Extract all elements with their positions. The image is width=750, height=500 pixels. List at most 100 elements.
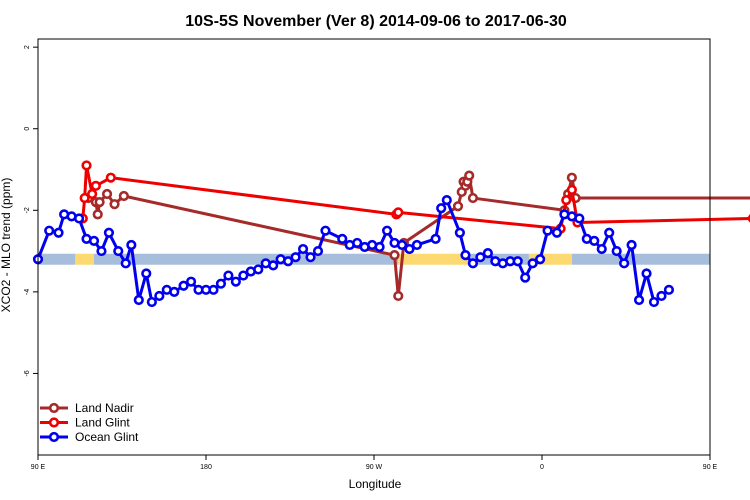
data-point bbox=[520, 272, 531, 283]
data-point bbox=[297, 243, 309, 255]
data-point bbox=[320, 225, 331, 236]
data-point bbox=[542, 225, 553, 236]
data-point bbox=[393, 290, 404, 302]
data-point bbox=[337, 233, 348, 244]
data-point bbox=[113, 245, 124, 257]
legend-item-land-nadir: Land Nadir bbox=[40, 401, 134, 415]
x-tick-label: 90 W bbox=[366, 464, 383, 471]
series-segment bbox=[398, 210, 561, 231]
data-point bbox=[411, 239, 423, 251]
data-point bbox=[393, 207, 404, 218]
data-point bbox=[268, 260, 279, 271]
data-point bbox=[73, 213, 85, 224]
data-point bbox=[596, 243, 607, 255]
series-layer bbox=[32, 160, 750, 308]
data-point bbox=[283, 256, 294, 267]
data-point bbox=[109, 199, 120, 210]
data-point bbox=[467, 192, 479, 204]
chart-title: 10S-5S November (Ver 8) 2014-09-06 to 20… bbox=[185, 13, 567, 30]
data-point bbox=[527, 258, 538, 269]
data-point bbox=[230, 276, 241, 287]
data-point bbox=[169, 286, 180, 297]
data-point bbox=[604, 227, 615, 238]
x-axis-label: Longitude bbox=[349, 477, 402, 491]
data-point bbox=[105, 172, 116, 183]
y-tick-label: 2 bbox=[24, 45, 31, 49]
data-point bbox=[454, 227, 465, 238]
data-point bbox=[436, 203, 447, 214]
legend-marker bbox=[48, 402, 60, 414]
data-point bbox=[467, 258, 479, 269]
series-segment bbox=[110, 176, 397, 216]
data-point bbox=[396, 239, 408, 251]
legend-item-ocean-glint: Ocean Glint bbox=[40, 430, 139, 444]
data-point bbox=[290, 252, 301, 263]
data-point bbox=[118, 190, 129, 202]
series-land-nadir bbox=[83, 170, 750, 302]
x-tick-label: 90 E bbox=[31, 464, 46, 471]
surface-segment-ocean bbox=[38, 253, 76, 265]
data-point bbox=[374, 241, 385, 253]
y-axis-label: XCO2 - MLO trend (ppm) bbox=[0, 178, 13, 313]
y-tick-label: 0 bbox=[24, 127, 31, 131]
y-tick-label: -4 bbox=[24, 289, 31, 295]
legend-marker bbox=[48, 417, 60, 428]
series-segment bbox=[396, 242, 406, 297]
data-point bbox=[561, 194, 572, 206]
data-point bbox=[663, 284, 675, 295]
data-point bbox=[94, 197, 105, 208]
data-point bbox=[90, 180, 101, 191]
data-point bbox=[312, 245, 324, 257]
surface-segment-land bbox=[528, 253, 572, 265]
data-point bbox=[185, 276, 197, 287]
data-point bbox=[648, 296, 660, 308]
data-point bbox=[53, 227, 64, 238]
data-point bbox=[566, 184, 577, 196]
data-point bbox=[381, 225, 393, 236]
data-point bbox=[535, 254, 546, 265]
series-segment bbox=[434, 207, 443, 240]
data-point bbox=[404, 243, 415, 255]
data-point bbox=[133, 294, 144, 306]
data-point bbox=[574, 213, 585, 224]
surface-segment-ocean bbox=[571, 253, 710, 265]
legend-item-land-glint: Land Glint bbox=[40, 416, 130, 430]
data-point bbox=[460, 250, 471, 261]
data-point bbox=[215, 278, 227, 289]
land-ocean-bar bbox=[38, 253, 710, 265]
data-point bbox=[475, 252, 486, 263]
surface-segment-land bbox=[398, 253, 468, 265]
data-point bbox=[178, 280, 189, 291]
x-tick-label: 180 bbox=[200, 464, 212, 471]
data-point bbox=[208, 284, 219, 295]
data-point bbox=[154, 290, 165, 302]
series-segment bbox=[129, 244, 141, 301]
data-point bbox=[441, 194, 452, 206]
data-point bbox=[44, 225, 55, 236]
data-point bbox=[389, 250, 400, 261]
data-point bbox=[551, 227, 563, 238]
data-point bbox=[141, 268, 152, 279]
legend-label: Ocean Glint bbox=[75, 430, 139, 444]
data-point bbox=[96, 245, 107, 257]
legend-marker bbox=[48, 431, 60, 443]
data-point bbox=[223, 270, 234, 281]
data-point bbox=[87, 188, 98, 200]
data-point bbox=[101, 188, 113, 200]
data-point bbox=[619, 258, 630, 269]
series-ocean-glint bbox=[32, 194, 675, 308]
series-segment bbox=[472, 196, 565, 212]
data-point bbox=[656, 290, 667, 302]
data-point bbox=[103, 227, 115, 238]
data-point bbox=[146, 296, 157, 308]
data-point bbox=[633, 294, 645, 306]
data-point bbox=[452, 201, 464, 212]
series-segment bbox=[403, 204, 459, 245]
data-point bbox=[566, 172, 577, 183]
surface-segment-ocean bbox=[94, 253, 399, 265]
data-point bbox=[92, 209, 103, 220]
series-segment bbox=[36, 230, 51, 260]
series-segment bbox=[630, 244, 641, 301]
data-point bbox=[512, 256, 523, 267]
